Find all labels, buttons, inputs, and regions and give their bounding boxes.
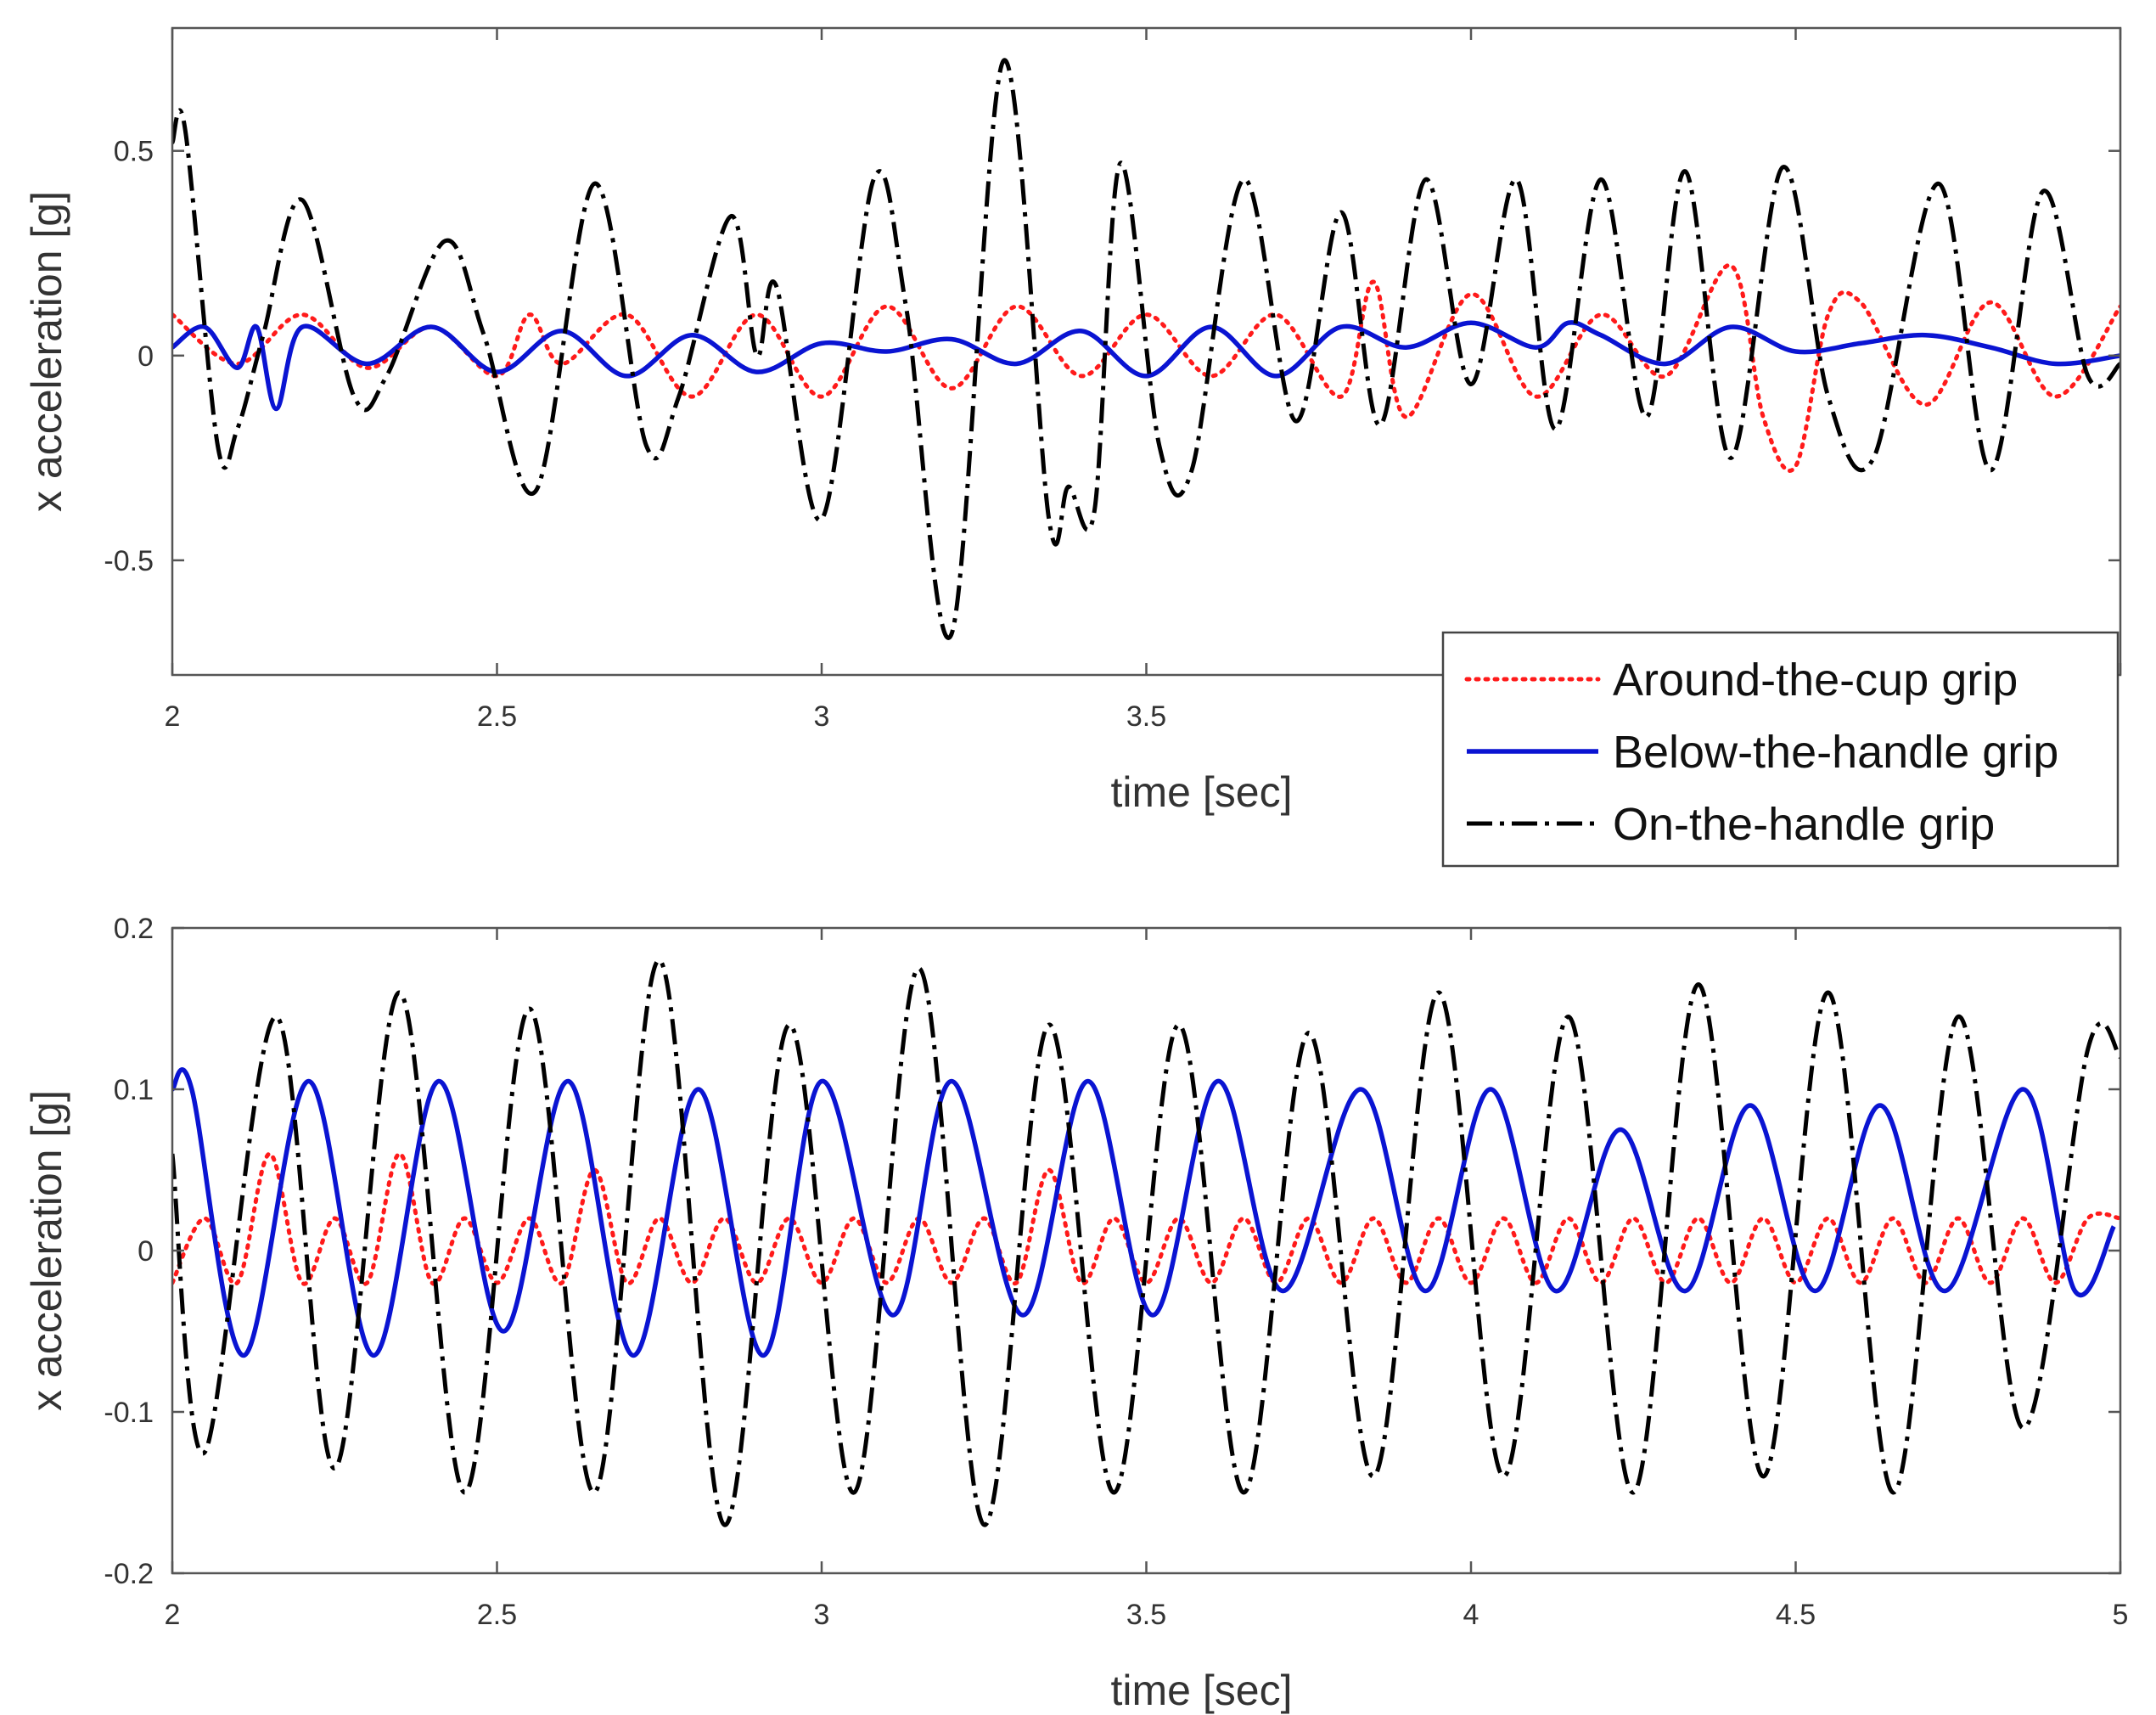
bottom-series-on xyxy=(172,958,2120,1527)
legend: Around-the-cup grip Below-the-handle gri… xyxy=(1441,631,2120,868)
top-x-tick-label: 2 xyxy=(165,700,181,733)
bottom-x-tick-label: 2 xyxy=(165,1599,181,1631)
top-series-below xyxy=(172,320,2120,412)
top-x-tick-label: 3 xyxy=(814,700,830,733)
legend-label-below: Below-the-handle grip xyxy=(1613,727,2058,778)
bottom-y-tick-label: -0.1 xyxy=(104,1397,154,1429)
bottom-x-tick-label: 3 xyxy=(814,1599,830,1631)
top-y-tick-label: 0 xyxy=(138,340,154,373)
bottom-y-tick-label: 0.2 xyxy=(114,913,154,945)
top-panel-series-group xyxy=(172,58,2120,640)
bottom-x-tick-label: 4.5 xyxy=(1776,1599,1816,1631)
top-panel-ticks: 2 2.5 3 3.5 -0.5 0 0.5 xyxy=(104,28,2122,733)
legend-label-on: On-the-handle grip xyxy=(1613,799,1995,850)
top-y-axis-label: x acceleration [g] xyxy=(23,191,70,512)
bottom-x-axis-label: time [sec] xyxy=(1111,1667,1293,1714)
bottom-x-tick-label: 2.5 xyxy=(477,1599,517,1631)
top-x-axis-label: time [sec] xyxy=(1111,768,1293,816)
top-panel: 2 2.5 3 3.5 -0.5 0 0.5 time [sec] x accelerati… xyxy=(23,26,2122,816)
bottom-y-tick-label: -0.2 xyxy=(104,1558,154,1590)
bottom-y-tick-label: 0.1 xyxy=(114,1074,154,1106)
bottom-panel-ticks: 2 2.5 3 3.5 4 4.5 5 -0.2 -0.1 0 0.1 0.2 xyxy=(104,913,2128,1631)
bottom-panel-series-group xyxy=(172,958,2120,1527)
top-y-tick-label: 0.5 xyxy=(114,136,154,168)
top-x-tick-label: 2.5 xyxy=(477,700,517,733)
top-series-around xyxy=(172,263,2120,473)
bottom-x-tick-label: 4 xyxy=(1463,1599,1479,1631)
top-series-on xyxy=(172,58,2120,640)
bottom-x-tick-label: 3.5 xyxy=(1126,1599,1166,1631)
bottom-series-below xyxy=(172,1067,2116,1358)
bottom-y-axis-label: x acceleration [g] xyxy=(23,1090,70,1411)
bottom-y-tick-label: 0 xyxy=(138,1235,154,1268)
legend-label-around: Around-the-cup grip xyxy=(1613,655,2018,706)
top-x-tick-label: 3.5 xyxy=(1126,700,1166,733)
bottom-panel: 2 2.5 3 3.5 4 4.5 5-0.2-0.100.10.2 time [sec] … xyxy=(23,913,2128,1714)
bottom-x-tick-label: 5 xyxy=(2113,1599,2129,1631)
top-y-tick-label: -0.5 xyxy=(104,545,154,577)
